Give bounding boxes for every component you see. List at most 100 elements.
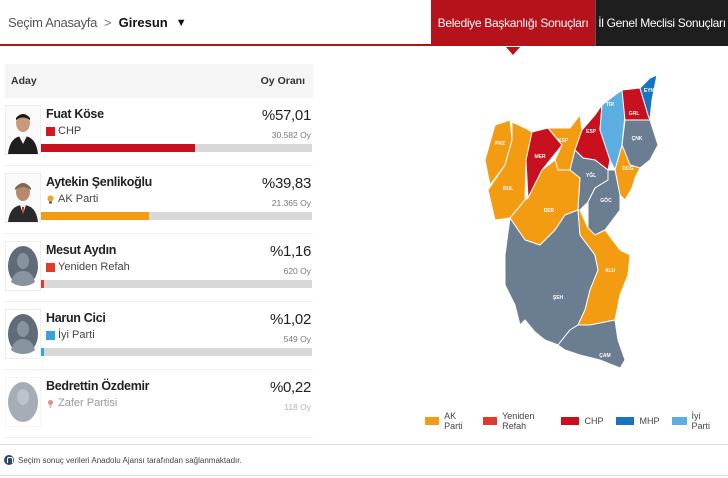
svg-text:GÖC: GÖC — [600, 197, 612, 204]
chp-logo-icon — [46, 126, 55, 136]
column-header-candidate: Aday — [11, 75, 37, 87]
svg-text:TİR: TİR — [606, 101, 614, 108]
breadcrumb-separator: > — [104, 15, 112, 30]
party-label: İyi Parti — [46, 329, 95, 341]
candidate-photo-icon — [6, 106, 40, 154]
district-labels: PRZ BUL MER KSP DER ESP TİR GRL EYN ÇNK … — [495, 88, 655, 359]
district-alu[interactable] — [577, 209, 631, 326]
svg-text:YĞL: YĞL — [586, 171, 596, 179]
table-row[interactable]: Mesut Aydın Yeniden Refah %1,16 620 Oy — [5, 234, 313, 302]
breadcrumb: Seçim Anasayfa > Giresun ▼ — [8, 15, 187, 30]
table-header: Aday Oy Oranı — [5, 64, 313, 98]
legend-swatch — [672, 417, 687, 425]
legend-item-mhp: MHP — [616, 416, 659, 426]
avatar — [5, 241, 41, 291]
district-eyn[interactable] — [639, 74, 658, 121]
legend-item-chp: CHP — [561, 416, 603, 426]
iyi-parti-logo-icon — [46, 330, 55, 340]
party-name: CHP — [58, 125, 82, 137]
candidate-name: Mesut Aydın — [46, 243, 117, 257]
vote-bar-fill — [41, 280, 45, 288]
tab-council-results[interactable]: İl Genel Meclisi Sonuçları — [595, 0, 728, 46]
table-row[interactable]: Bedrettin Özdemir Zafer Partisi %0,22 11… — [5, 370, 313, 438]
svg-text:DOĞ: DOĞ — [622, 164, 634, 172]
zafer-partisi-logo-icon — [48, 399, 53, 408]
giresun-map: PRZ BUL MER KSP DER ESP TİR GRL EYN ÇNK … — [484, 74, 659, 369]
default-avatar-icon — [8, 314, 38, 354]
table-row[interactable]: Fuat Köse CHP %57,01 30.582 Oy — [5, 98, 313, 166]
avatar — [5, 105, 41, 155]
vote-percent: %39,83 — [261, 175, 311, 192]
footer-source-note: Seçim sonuç verileri Anadolu Ajansı tara… — [0, 444, 728, 476]
candidate-name: Bedrettin Özdemir — [46, 379, 150, 393]
svg-text:DER: DER — [544, 208, 555, 214]
svg-text:EYN: EYN — [644, 88, 655, 94]
vote-percent: %1,02 — [269, 311, 311, 328]
district-map: PRZ BUL MER KSP DER ESP TİR GRL EYN ÇNK … — [470, 70, 670, 390]
party-label: Zafer Partisi — [46, 397, 117, 409]
party-name: Zafer Partisi — [58, 397, 118, 409]
candidate-name: Fuat Köse — [46, 107, 104, 121]
table-row[interactable]: Harun Cici İyi Parti %1,02 549 Oy — [5, 302, 313, 370]
svg-text:BUL: BUL — [503, 186, 513, 192]
party-label: CHP — [46, 125, 81, 137]
avatar — [5, 173, 41, 223]
anadolu-ajansi-logo-icon — [4, 455, 14, 465]
legend-swatch — [482, 417, 498, 425]
header: Seçim Anasayfa > Giresun ▼ Belediye Başk… — [0, 0, 728, 46]
svg-text:PRZ: PRZ — [495, 141, 505, 147]
svg-text:ALU: ALU — [605, 268, 616, 274]
default-avatar-icon — [8, 382, 38, 422]
candidate-table: Aday Oy Oranı Fuat Köse CHP %57,01 30.58… — [5, 64, 313, 438]
candidate-photo-icon — [6, 174, 40, 222]
column-header-vote-rate: Oy Oranı — [260, 75, 305, 87]
table-row[interactable]: Aytekin Şenlikoğlu AK Parti %39,83 21.36… — [5, 166, 313, 234]
party-name: Yeniden Refah — [58, 261, 130, 273]
candidate-name: Harun Cici — [46, 311, 106, 325]
tab-mayor-results[interactable]: Belediye Başkanlığı Sonuçları — [431, 0, 595, 46]
avatar — [5, 309, 41, 359]
legend-swatch — [561, 417, 580, 425]
party-label: AK Parti — [46, 193, 98, 205]
svg-text:KSP: KSP — [558, 138, 569, 144]
vote-count: 30.582 Oy — [271, 130, 311, 140]
vote-bar — [41, 212, 312, 220]
legend-item-yeniden-refah: Yeniden Refah — [482, 411, 549, 431]
vote-count: 118 Oy — [284, 402, 311, 412]
breadcrumb-home-link[interactable]: Seçim Anasayfa — [8, 15, 98, 30]
party-name: İyi Parti — [58, 329, 95, 341]
district-cam[interactable] — [557, 319, 626, 369]
default-avatar-icon — [8, 246, 38, 286]
vote-bar-fill — [41, 348, 44, 356]
map-legend: AK Parti Yeniden Refah CHP MHP İyi Parti — [425, 411, 728, 431]
legend-swatch — [616, 417, 635, 425]
svg-text:ŞEH: ŞEH — [553, 295, 564, 301]
legend-item-iyi-parti: İyi Parti — [672, 411, 715, 431]
chevron-down-icon[interactable]: ▼ — [175, 16, 187, 29]
vote-bar — [41, 348, 312, 356]
vote-bar — [41, 144, 312, 152]
vote-percent: %57,01 — [261, 107, 311, 124]
active-tab-pointer — [506, 47, 520, 55]
party-label: Yeniden Refah — [46, 261, 130, 273]
ak-parti-bulb-icon — [47, 195, 54, 203]
vote-count: 21.365 Oy — [271, 198, 311, 208]
avatar — [5, 377, 41, 427]
vote-bar — [41, 280, 312, 288]
vote-count: 620 Oy — [283, 266, 311, 276]
svg-text:ÇAM: ÇAM — [599, 353, 610, 359]
province-selector[interactable]: Giresun — [118, 15, 168, 30]
svg-text:ÇNK: ÇNK — [632, 136, 643, 142]
vote-percent: %1,16 — [269, 243, 311, 260]
candidate-name: Aytekin Şenlikoğlu — [46, 175, 152, 189]
svg-text:GRL: GRL — [629, 111, 640, 117]
source-text: Seçim sonuç verileri Anadolu Ajansı tara… — [18, 455, 242, 465]
party-name: AK Parti — [58, 193, 99, 205]
legend-swatch — [425, 417, 440, 425]
legend-item-ak-parti: AK Parti — [425, 411, 470, 431]
vote-bar-fill — [41, 144, 196, 152]
svg-text:MER: MER — [534, 154, 546, 160]
vote-percent: %0,22 — [269, 379, 311, 396]
yeniden-refah-logo-icon — [46, 262, 55, 272]
svg-text:ESP: ESP — [586, 129, 597, 135]
